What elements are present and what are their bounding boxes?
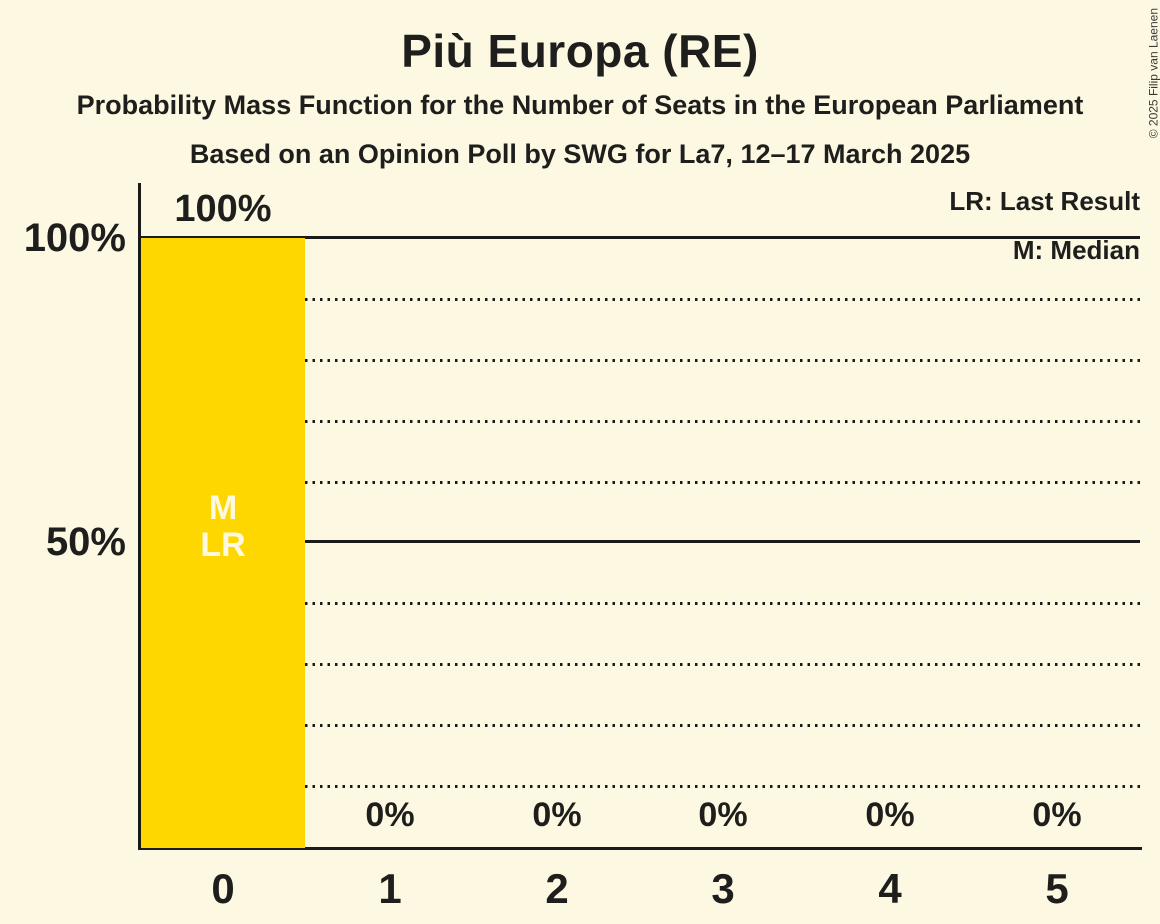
bar-seats-2-value: 0%	[532, 796, 582, 834]
x-tick-0: 0	[211, 865, 235, 912]
gridline-10	[140, 785, 1140, 788]
x-tick-4: 4	[878, 865, 902, 912]
copyright-notice: © 2025 Filip van Laenen	[1146, 8, 1160, 139]
y-axis-label-100: 100%	[23, 216, 126, 260]
x-tick-3: 3	[711, 865, 735, 912]
gridline-80	[140, 359, 1140, 362]
chart-poll-source: Based on an Opinion Poll by SWG for La7,…	[189, 139, 971, 169]
legend-median: M: Median	[1012, 235, 1140, 265]
median-marker-label: M	[208, 489, 238, 527]
gridline-70	[140, 420, 1140, 423]
gridline-50	[140, 540, 1140, 543]
bar-seats-5-value: 0%	[1032, 796, 1082, 834]
chart-title: Più Europa (RE)	[401, 25, 759, 77]
bar-seats-1-value: 0%	[365, 796, 415, 834]
bar-seats-4-value: 0%	[865, 796, 915, 834]
bar-seats-0-annotations: M LR	[141, 490, 305, 564]
x-axis-line	[138, 847, 1142, 850]
x-tick-2: 2	[545, 865, 569, 912]
bar-seats-0	[141, 238, 305, 848]
x-tick-1: 1	[378, 865, 402, 912]
gridline-30	[140, 663, 1140, 666]
chart-subtitle: Probability Mass Function for the Number…	[76, 90, 1084, 120]
legend-last-result: LR: Last Result	[949, 186, 1140, 216]
last-result-marker-label: LR	[200, 526, 246, 564]
gridline-60	[140, 481, 1140, 484]
gridline-40	[140, 602, 1140, 605]
bar-seats-0-value: 100%	[174, 188, 272, 230]
gridline-90	[140, 298, 1140, 301]
y-axis-line	[138, 183, 141, 850]
x-tick-5: 5	[1045, 865, 1069, 912]
bar-seats-3-value: 0%	[698, 796, 748, 834]
y-axis-label-50: 50%	[45, 520, 126, 564]
gridline-20	[140, 724, 1140, 727]
gridline-100	[140, 236, 1140, 239]
